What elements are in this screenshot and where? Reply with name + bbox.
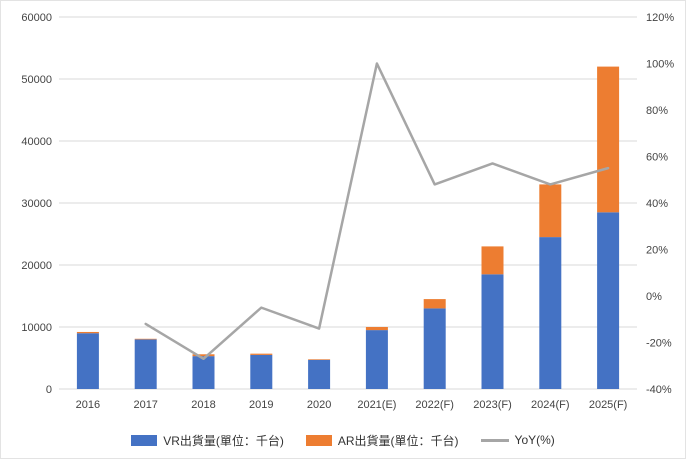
- vr-bar: [250, 354, 273, 389]
- x-axis-tick: 2017: [133, 399, 157, 411]
- vr-bar: [192, 356, 215, 389]
- left-axis-tick: 60000: [21, 12, 52, 24]
- right-axis-tick: 40%: [646, 198, 668, 210]
- legend-item-vr: VR出貨量(單位：千台): [131, 432, 284, 449]
- vr-bar: [134, 339, 157, 389]
- right-axis-tick: 20%: [646, 245, 668, 257]
- right-axis-tick: -40%: [646, 384, 672, 396]
- left-axis-tick: 20000: [21, 260, 52, 272]
- ar-bar: [134, 338, 157, 340]
- left-axis-tick: 0: [46, 384, 52, 396]
- ar-bar: [481, 246, 504, 275]
- yoy-line: [144, 62, 610, 361]
- ar-bar: [365, 327, 388, 331]
- x-axis-tick: 2023(F): [473, 399, 512, 411]
- x-axis-tick: 2022(F): [415, 399, 454, 411]
- legend-item-yoy: YoY(%): [480, 433, 555, 447]
- vr-bar: [423, 308, 446, 389]
- legend: VR出貨量(單位：千台) AR出貨量(單位：千台) YoY(%): [1, 420, 685, 458]
- legend-label-ar: AR出貨量(單位：千台): [337, 433, 459, 448]
- ar-bar: [76, 331, 99, 334]
- vr-series-swatch-icon: [131, 434, 158, 446]
- right-axis-tick: 80%: [646, 105, 668, 117]
- vr-bar: [597, 212, 620, 389]
- right-axis-tick: -20%: [646, 338, 672, 350]
- right-axis-tick: 60%: [646, 152, 668, 164]
- right-axis-tick: 120%: [646, 12, 674, 24]
- x-axis-tick: 2021(E): [357, 399, 396, 411]
- ar-series-swatch-icon: [305, 434, 332, 446]
- x-axis-tick: 2024(F): [531, 399, 570, 411]
- left-axis-tick: 10000: [21, 322, 52, 334]
- x-axis-tick: 2020: [307, 399, 331, 411]
- ar-bar: [250, 353, 273, 355]
- right-axis-tick: 0%: [646, 291, 662, 303]
- yoy-series-swatch-icon: [480, 438, 509, 442]
- x-axis-tick: 2025(F): [589, 399, 628, 411]
- vr-bar: [539, 237, 562, 389]
- vr-bar: [76, 333, 99, 389]
- ar-bar: [539, 184, 562, 238]
- left-axis-tick: 30000: [21, 198, 52, 210]
- x-axis-tick: 2016: [76, 399, 100, 411]
- ar-bar: [192, 354, 215, 357]
- legend-label-yoy: YoY(%): [514, 433, 555, 447]
- left-axis-tick: 40000: [21, 136, 52, 148]
- vr-ar-shipments-chart: 0 10000 20000 30000 40000 50000 60000 -40% -20% 0…: [21, 12, 674, 411]
- vr-bar: [308, 359, 331, 389]
- ar-bar: [308, 359, 331, 360]
- ar-bar: [423, 299, 446, 309]
- left-axis-tick: 50000: [21, 74, 52, 86]
- legend-item-ar: AR出貨量(單位：千台): [305, 432, 459, 449]
- vr-bar: [365, 330, 388, 389]
- vr-bar: [481, 274, 504, 389]
- x-axis-tick: 2018: [191, 399, 215, 411]
- legend-label-vr: VR出貨量(單位：千台): [163, 433, 284, 448]
- x-axis-tick: 2019: [249, 399, 273, 411]
- right-axis-tick: 100%: [646, 59, 674, 71]
- ar-bar: [597, 66, 620, 213]
